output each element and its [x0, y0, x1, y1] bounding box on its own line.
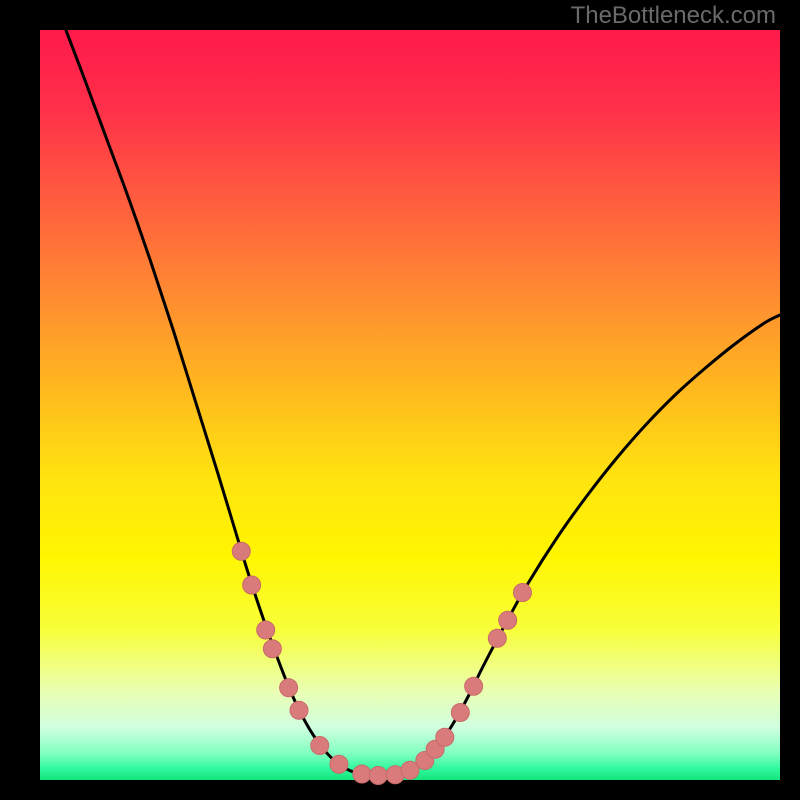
- data-marker: [369, 767, 387, 785]
- data-marker: [330, 755, 348, 773]
- data-marker: [290, 701, 308, 719]
- data-marker: [243, 576, 261, 594]
- data-marker: [353, 765, 371, 783]
- data-marker: [280, 679, 298, 697]
- data-marker: [311, 737, 329, 755]
- data-marker: [451, 704, 469, 722]
- data-marker: [499, 611, 517, 629]
- data-markers: [232, 542, 531, 784]
- curve-v-curve: [66, 30, 780, 776]
- data-marker: [232, 542, 250, 560]
- data-marker: [488, 629, 506, 647]
- data-marker: [257, 621, 275, 639]
- watermark-label: TheBottleneck.com: [571, 2, 776, 30]
- data-marker: [465, 677, 483, 695]
- data-marker: [436, 728, 454, 746]
- data-marker: [513, 584, 531, 602]
- data-marker: [263, 640, 281, 658]
- v-curve-chart: [0, 0, 800, 800]
